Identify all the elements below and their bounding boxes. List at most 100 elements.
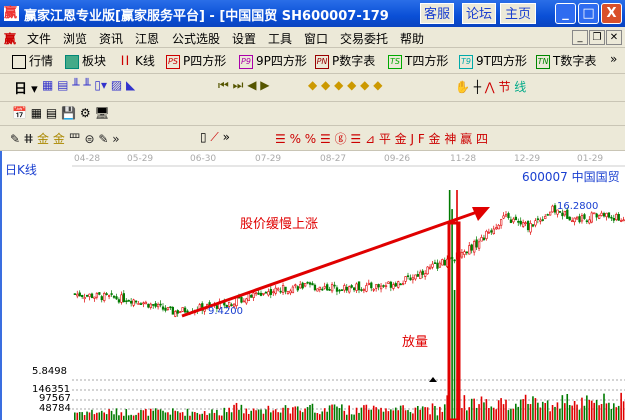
candle [81,294,84,298]
candle [183,307,187,313]
volume-bar [424,407,426,420]
candle [348,286,351,293]
p-square-button[interactable]: PS P四方形 [166,52,226,69]
mdi-close-button[interactable]: ✕ [606,30,622,45]
kline-button[interactable]: ┃┃ K线 [118,52,155,69]
candle [90,293,94,299]
kline-chart[interactable]: 04-28 05-29 06-30 07-29 08-27 09-26 11-2… [0,151,625,420]
service-button[interactable]: 客服 [420,3,454,24]
candle [110,293,113,295]
menu-tools[interactable]: 工具 [268,32,293,46]
candle [289,290,292,294]
gann-tools-icons[interactable]: ▯ ⟋ » [200,130,230,144]
volume-bar [546,400,549,420]
volume-bar [277,412,279,420]
volume-bar [412,413,414,420]
calendar-calculator-icons[interactable]: 📅 ▦ ▤ 💾 ⚙ 🖥 [12,106,110,120]
volume-bar [198,414,201,420]
t-square-button[interactable]: TS T四方形 [388,52,448,69]
volume-bar [544,403,546,420]
grid-icon [12,54,26,69]
candle [355,283,358,291]
volume-bar [201,413,203,420]
candle [539,219,542,222]
volume-bar [475,407,478,420]
quotes-button[interactable]: 行情 [12,52,53,69]
volume-bar [613,403,615,420]
candle [149,303,152,308]
more-chevron-icon[interactable]: » [610,52,618,66]
candle [367,282,371,285]
candle [174,311,177,317]
candle [485,230,488,239]
close-button[interactable]: X [601,3,622,24]
candle [460,252,464,258]
candle [475,239,478,248]
volume-bar [363,405,365,420]
period-dropdown[interactable]: 日 ▾ [14,82,38,97]
volume-bar [235,402,238,420]
candle [610,216,613,219]
volume-bar [380,407,382,420]
candle [139,303,143,305]
volume-bar [578,409,581,420]
analysis-tools-icons[interactable]: ☰ % % ☰ ⓖ ☰ ⊿ 平 金 J F 金 神 赢 四 [275,132,488,146]
menu-gann[interactable]: 江恩 [135,32,160,46]
stock-label: 600007 中国国贸 [522,170,620,184]
volume-bar [247,413,250,420]
volume-bar [299,410,301,420]
vol-axis-label: 5.8498 [32,366,67,377]
volume-bar [404,410,407,420]
p-number-button[interactable]: PN P数字表 [315,54,376,69]
volume-bar [617,405,620,420]
chart-type-icon[interactable]: ▦ ▤ ╨ ╨ ▯▾ ▨ ◣ [42,78,136,92]
menu-formula[interactable]: 公式选股 [172,32,221,46]
drawing-tools-icons[interactable]: ✎ ⵌ 金 金 罒 ⊜ ✎ » [10,132,120,146]
9t-square-button[interactable]: T9 9T四方形 [459,54,527,69]
candle [375,284,378,289]
volume-bar [402,405,404,420]
volume-bar [316,413,319,420]
volume-bar [309,404,311,420]
menu-browse[interactable]: 浏览 [63,32,88,46]
candle [357,281,361,291]
menu-trade[interactable]: 交易委托 [340,32,389,46]
candle [597,215,601,219]
volume-bar [372,405,375,420]
volume-bar [208,413,211,420]
volume-bar [125,409,128,420]
home-button[interactable]: 主页 [500,3,536,24]
9p-square-button[interactable]: P9 9P四方形 [239,52,307,69]
volume-bar [331,404,333,420]
volume-bar [164,412,167,420]
forum-button[interactable]: 论坛 [462,3,496,24]
mdi-restore-button[interactable]: ❐ [589,30,605,45]
date-tick: 12-29 [514,154,541,164]
volume-bar [323,408,326,420]
hand-icon[interactable]: ✋ ┼ ⋀ 节 线 [455,80,527,94]
menu-window[interactable]: 窗口 [304,32,329,46]
mdi-minimize-button[interactable]: _ [572,30,588,45]
volume-bar [443,404,446,420]
volume-bar [98,412,101,420]
volume-bar [554,406,556,420]
candle [286,291,290,294]
date-tick: 04-28 [74,154,101,164]
volume-bar [470,398,473,420]
menu-help[interactable]: 帮助 [400,32,425,46]
maximize-button[interactable]: □ [578,3,599,24]
menu-file[interactable]: 文件 [27,32,52,46]
minimize-button[interactable]: _ [555,3,576,24]
menu-info[interactable]: 资讯 [99,32,124,46]
zoom-diamond-icons[interactable]: ◆ ◆ ◆ ◆ ◆ ◆ [308,78,383,92]
volume-bar [350,414,353,420]
volume-bar [113,414,115,420]
rise-annotation: 股价缓慢上涨 [240,217,319,232]
sector-button[interactable]: 板块 [65,52,106,69]
candle [279,290,282,293]
menu-settings[interactable]: 设置 [232,32,257,46]
nav-first-last-icon[interactable]: ⏮ ⏭ ◀ ▶ [218,78,270,92]
t-number-button[interactable]: TN T数字表 [536,54,597,69]
menu-logo-icon: 赢 [4,32,17,46]
candle [333,284,336,287]
